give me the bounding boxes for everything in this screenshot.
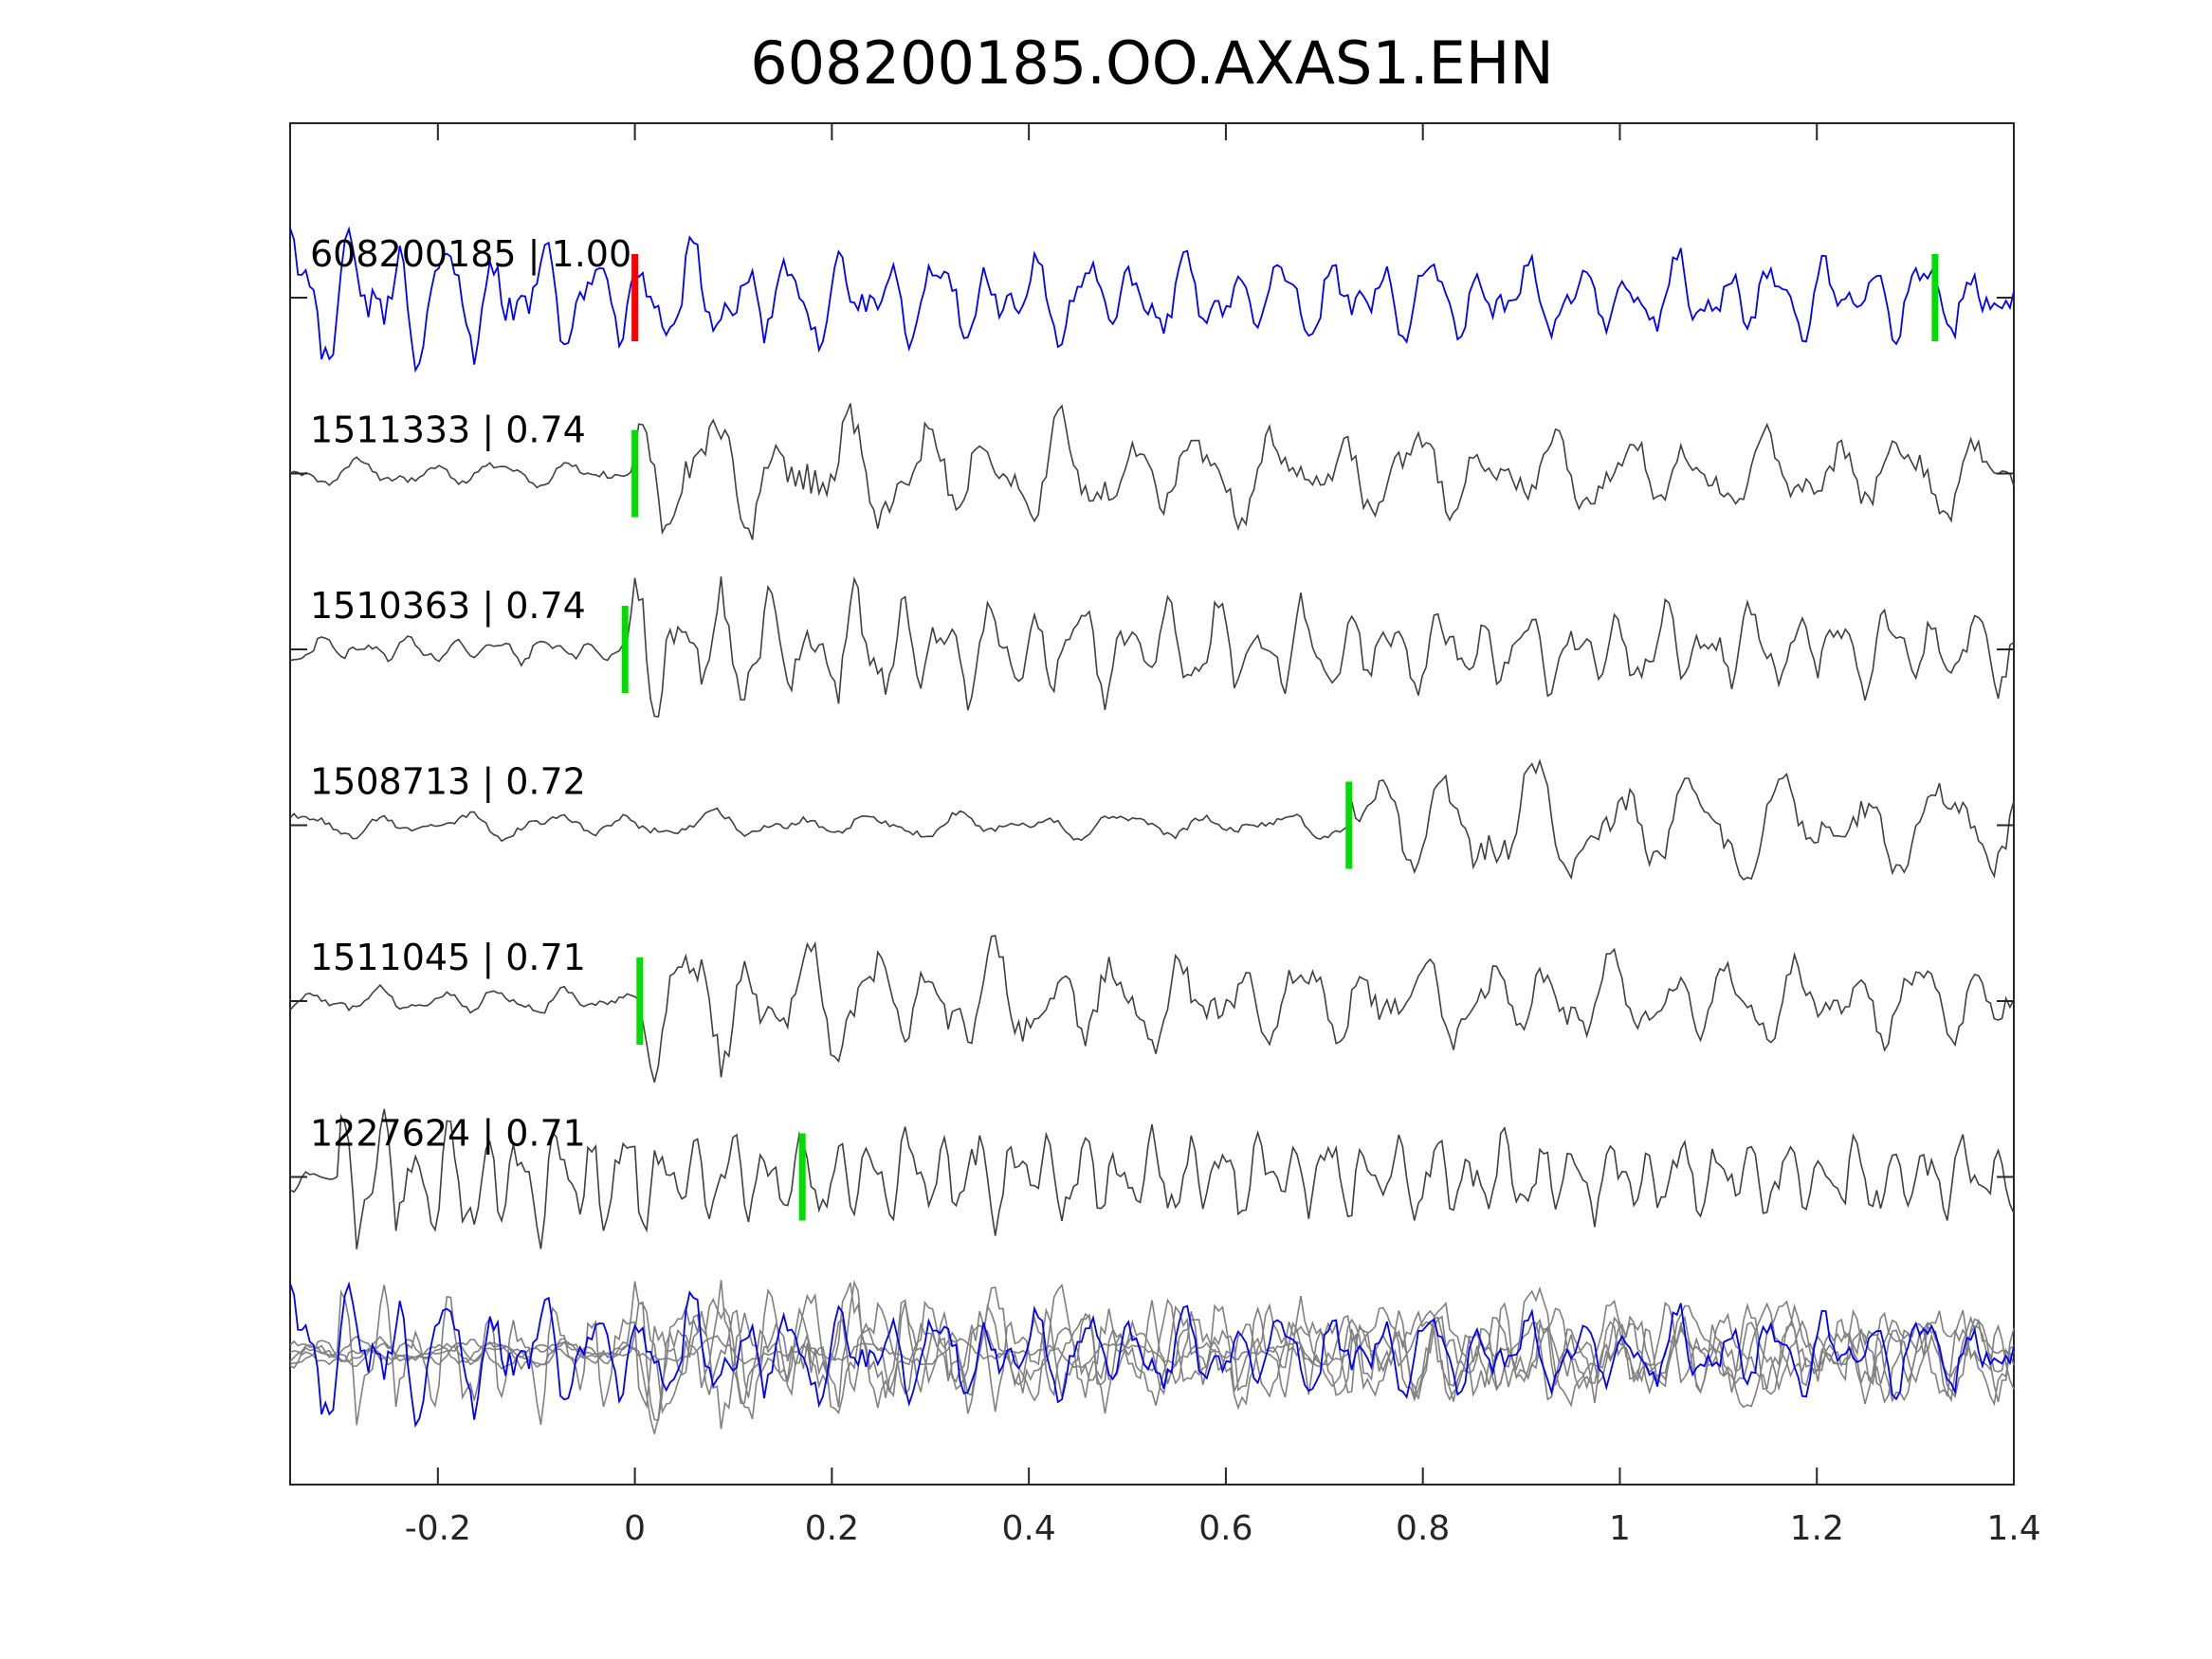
stacked-waveform (289, 1285, 2015, 1409)
axes-box (289, 122, 2015, 1486)
x-tick-label: 0.4 (1002, 1509, 1056, 1548)
waveform-trace (289, 1108, 2015, 1249)
trace-label: 1227624 | 0.71 (310, 1113, 586, 1156)
stacked-waveform (289, 1282, 2015, 1420)
x-tick-label: 1 (1609, 1509, 1631, 1548)
x-tick-label: 0.8 (1396, 1509, 1450, 1548)
waveform-trace (289, 934, 2015, 1083)
waveform-trace (289, 758, 2015, 881)
waveform-trace (289, 403, 2015, 540)
waveform-trace (289, 226, 2015, 374)
x-tick-label: 1.2 (1790, 1509, 1844, 1548)
x-tick-label: 0 (624, 1509, 646, 1548)
x-tick-label: 0.6 (1198, 1509, 1252, 1548)
trace-label: 1511333 | 0.74 (310, 410, 586, 452)
x-tick-label: 1.4 (1986, 1509, 2040, 1548)
stacked-waveform (289, 1285, 2015, 1426)
x-tick-label: 0.2 (805, 1509, 859, 1548)
trace-label: 1511045 | 0.71 (310, 937, 586, 979)
chart-title: 608200185.OO.AXAS1.EHN (750, 28, 1554, 98)
waveform-trace (289, 575, 2015, 718)
trace-label: 1510363 | 0.74 (310, 585, 586, 628)
stacked-reference-waveform (289, 1281, 2015, 1429)
x-tick-label: -0.2 (405, 1509, 471, 1548)
trace-label: 608200185 | 1.00 (310, 233, 631, 276)
trace-label: 1508713 | 0.72 (310, 761, 586, 804)
